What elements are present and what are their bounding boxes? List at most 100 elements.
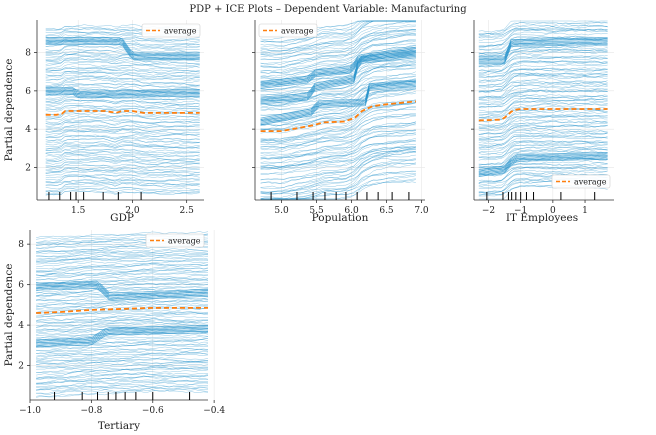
tertiary-ice-line [36,338,209,345]
population-ice-line [260,65,416,90]
gdp-ice-line [45,66,200,72]
gdp-ice-line [45,99,200,104]
population-ice-line [260,114,416,142]
tertiary-ice-line [36,268,209,276]
tertiary-x-axis-label: Tertiary [98,420,140,432]
tertiary-ice-line [36,257,209,264]
gdp-ice-line [45,114,200,121]
it-employees-ice-line [478,29,608,47]
it-employees-ice-line [478,90,608,99]
gdp-ice-line [45,134,200,139]
gdp-ice-line [45,167,200,172]
tertiary-ice-line [36,384,209,391]
population-ice-cluster-1 [260,79,416,119]
population-ice-cluster-1 [260,84,416,124]
tertiary-ice-cluster-0 [36,280,209,294]
population-ice-line [260,107,416,142]
population-ice-line [260,38,416,78]
tertiary-ice-line [36,385,209,392]
it-employees-ice-line [478,162,608,177]
tertiary-ice-line [36,374,209,384]
population-ice-line [260,24,416,55]
population-ice-line [260,86,416,125]
population-ice-line [260,40,416,72]
it-employees-ice-line [478,74,608,93]
population-ice-line [260,121,416,157]
gdp-ice-lines [45,24,200,196]
population-ice-line [260,159,416,200]
gdp-ice-line [45,148,200,154]
gdp-ice-line [45,100,200,108]
tertiary-y-tick-label-1: 4 [18,321,24,331]
tertiary-ice-line [36,365,208,374]
gdp-ice-line [45,160,200,168]
population-ice-line [260,113,416,145]
tertiary-ice-line [36,274,209,281]
tertiary-ice-line [36,302,209,311]
population-ice-line [260,43,416,65]
population-ice-line [260,33,416,69]
it-employees-ice-cluster-1 [478,41,608,62]
population-ice-line [260,149,416,171]
it-employees-ice-cluster-1 [478,40,608,60]
tertiary-ice-line [36,281,209,289]
it-employees-ice-cluster-0 [478,158,608,177]
population-ice-line [260,130,416,169]
population-ice-line [260,158,416,199]
tertiary-ice-line [36,289,208,297]
gdp-ice-line [45,190,200,196]
population-ice-line [260,25,416,65]
population-ice-line [260,151,416,175]
population-ice-cluster-2 [260,53,416,89]
tertiary-ice-line [36,249,209,258]
it-employees-ice-line [478,114,608,126]
gdp-ice-line [45,61,200,69]
tertiary-ice-line [36,362,209,368]
it-employees-ice-line [478,160,608,173]
population-ice-line [260,100,416,134]
gdp-y-axis-label: Partial dependence [3,59,15,162]
it-employees-ice-cluster-0 [478,154,608,173]
gdp-ice-line [45,173,200,179]
population-ice-line [260,35,416,60]
tertiary-ice-line [36,299,209,305]
tertiary-ice-line [36,336,209,343]
tertiary-ice-line [36,322,209,332]
population-ice-line [260,90,416,130]
it-employees-ice-line [478,83,608,100]
population-legend: average [258,23,318,38]
it-employees-ice-line [478,120,608,132]
gdp-y-tick-label-1: 4 [25,125,31,135]
tertiary-ice-line [36,277,209,285]
it-employees-ice-line [478,173,608,190]
it-employees-ice-cluster-1 [478,44,608,64]
tertiary-ice-cluster-1 [36,326,209,342]
tertiary-x-tick-label-1: −0.8 [80,406,102,416]
it-employees-ice-line [478,146,608,161]
gdp-ice-line [45,162,200,169]
it-employees-ice-line [478,32,608,47]
tertiary-ice-cluster-0 [36,286,209,300]
tertiary-ice-line [36,353,209,362]
it-employees-ice-line [478,72,608,86]
tertiary-ice-line [36,387,209,394]
population-ice-line [260,31,416,52]
population-ice-line [260,146,416,169]
tertiary-x-tick-label-0: −1.0 [19,406,41,416]
gdp-ice-line [45,77,200,86]
it-employees-ice-cluster-0 [478,152,608,171]
it-employees-ice-line [478,60,608,72]
gdp-ice-line [45,72,200,78]
gdp-ice-line [45,36,200,44]
it-employees-ice-line [478,24,608,35]
it-employees-ice-line [478,123,608,138]
gdp-ice-line [45,188,200,195]
tertiary-ice-line [36,248,209,255]
it-employees-ice-cluster-0 [478,156,608,175]
it-employees-ice-line [478,142,608,156]
gdp-ice-line [45,82,200,89]
tertiary-ice-line [36,343,209,349]
gdp-ice-line [45,140,200,148]
figure-title: PDP + ICE Plots – Dependent Variable: Ma… [189,4,467,15]
